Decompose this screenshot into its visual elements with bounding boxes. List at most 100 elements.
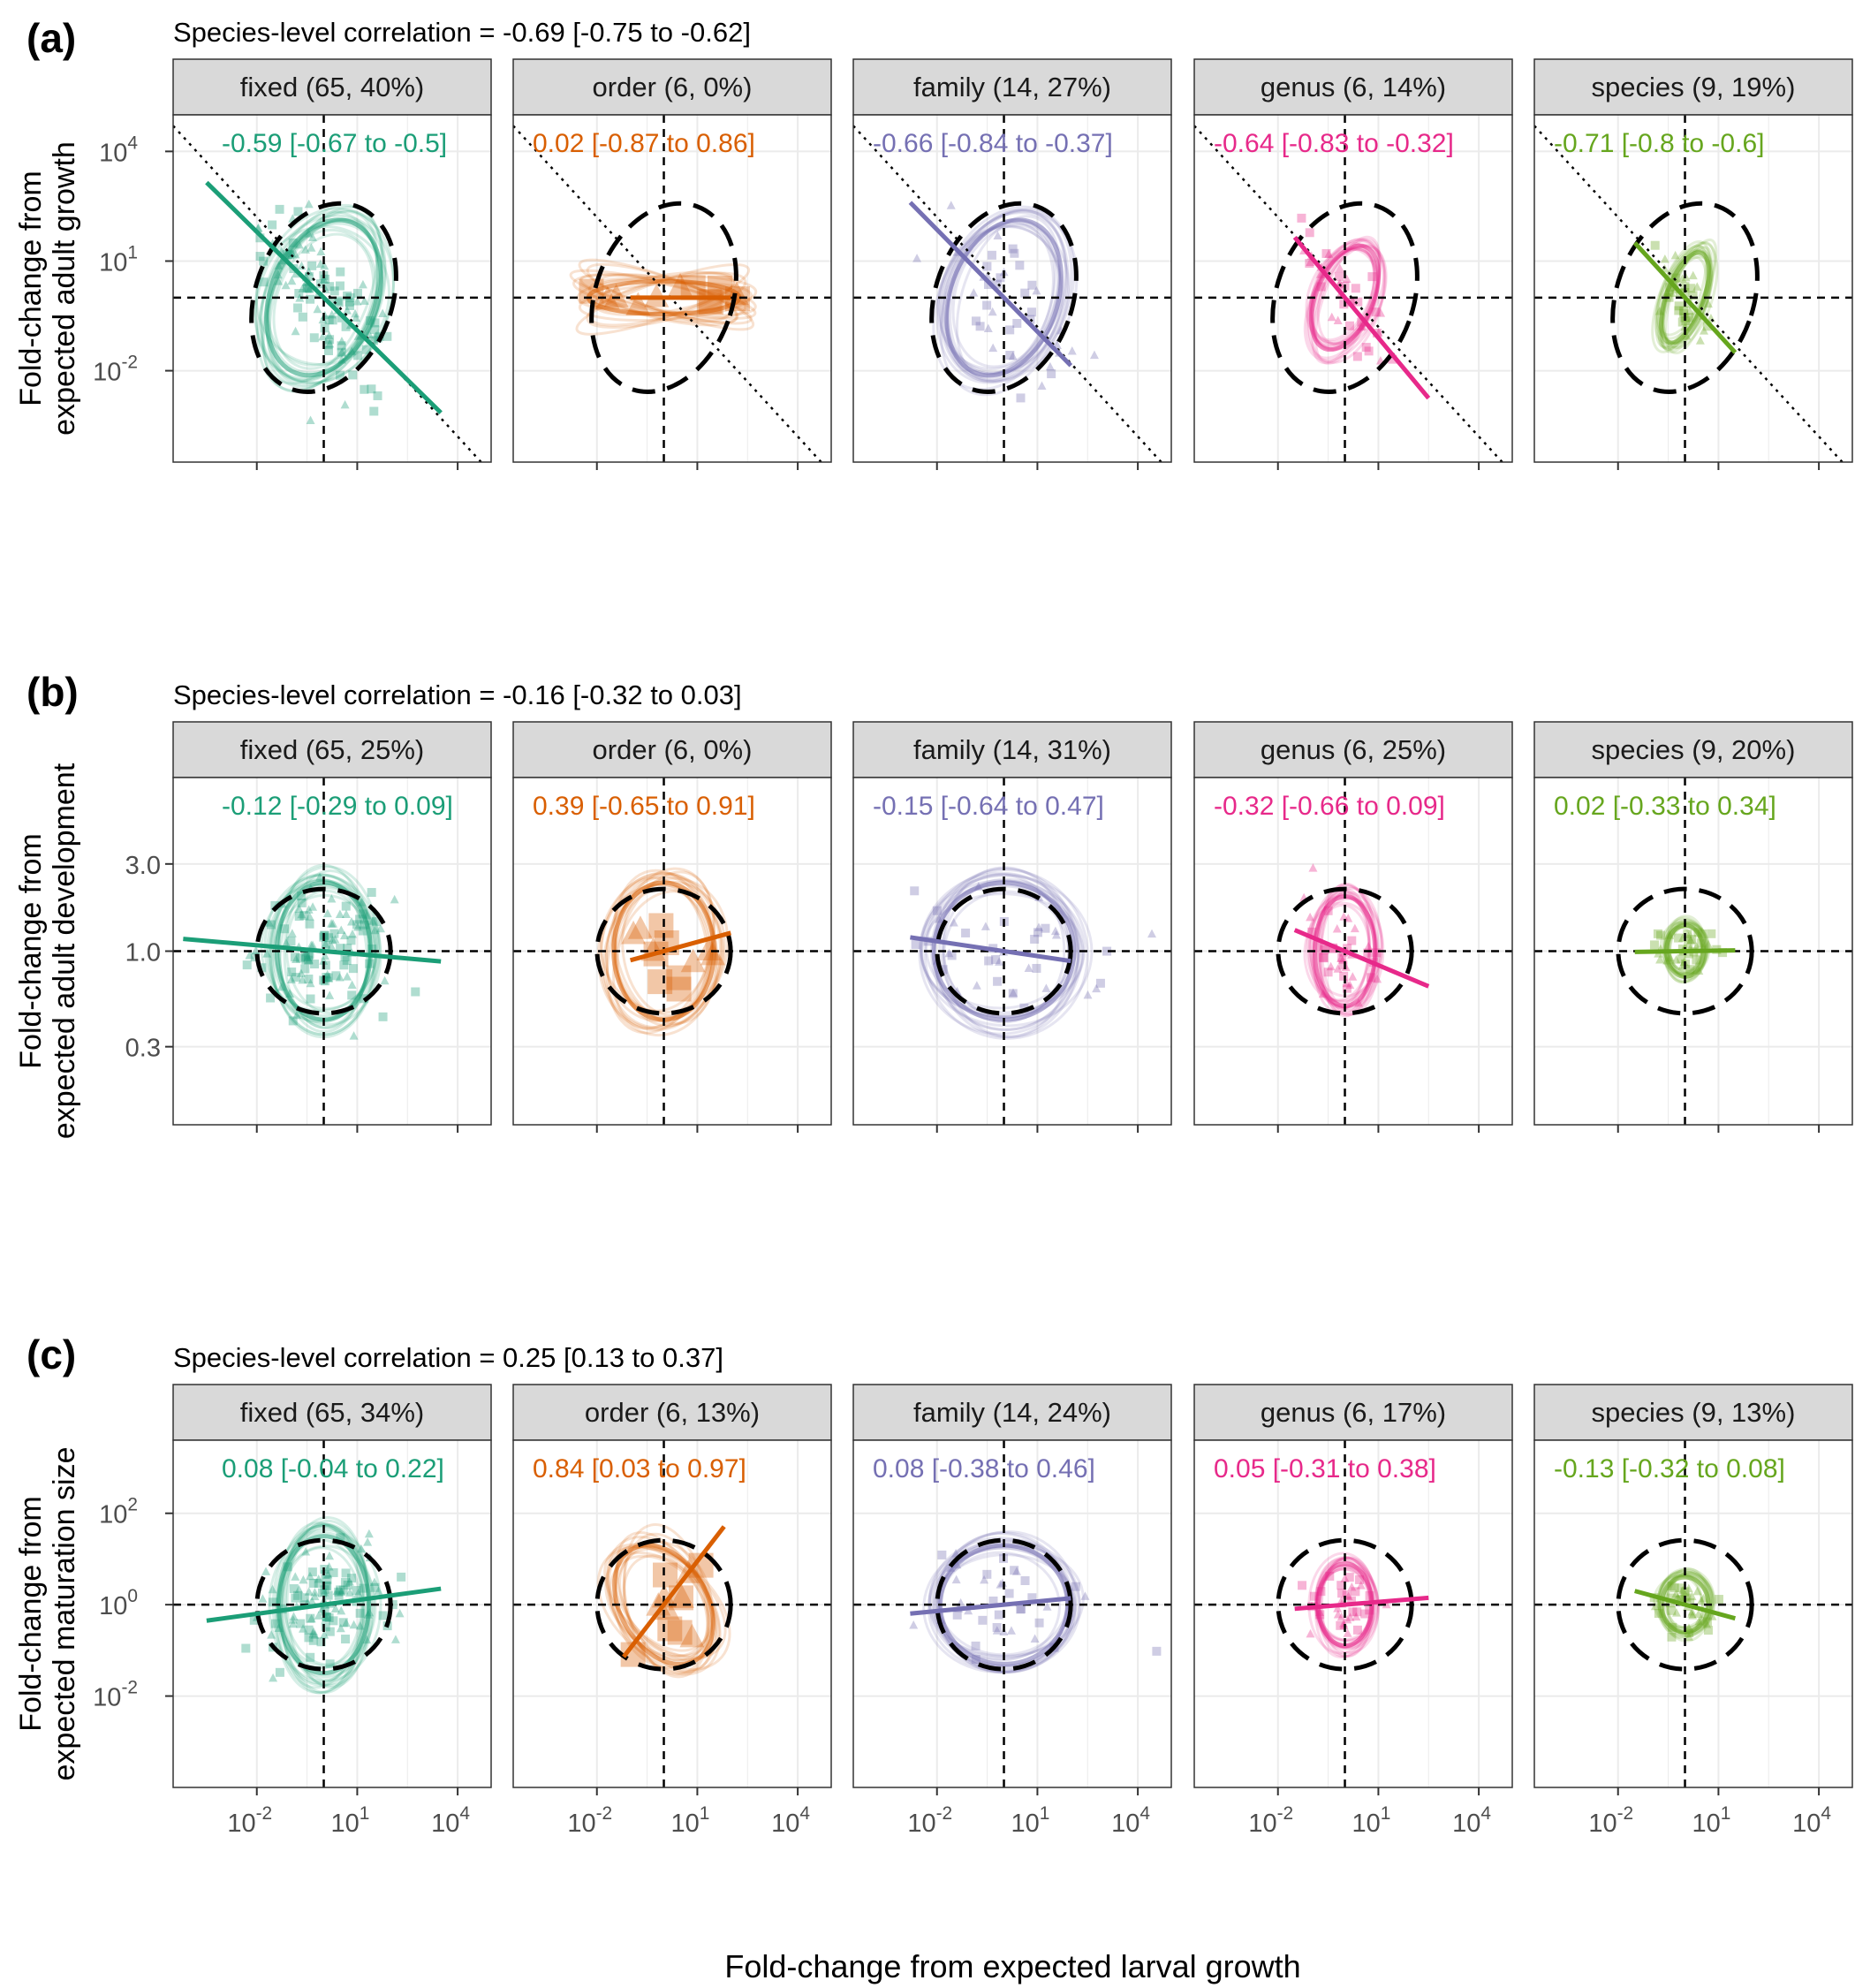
point-square <box>289 1584 299 1594</box>
facet-strip <box>852 58 1172 116</box>
point-square <box>1667 1593 1677 1603</box>
point-square <box>1674 306 1684 315</box>
y-tick-label-base: 10 <box>93 1684 121 1712</box>
point-triangle <box>287 276 297 285</box>
point-triangle <box>1671 1608 1681 1617</box>
point-square <box>1667 1632 1677 1642</box>
facet-panel: order (6, 0%) 0.39 [-0.65 to 0.91] <box>512 721 832 1133</box>
facet-strip <box>172 721 492 778</box>
point-triangle <box>262 949 272 958</box>
point-triangle <box>1345 980 1355 990</box>
point-square <box>322 1612 331 1622</box>
point-square <box>287 967 297 977</box>
point-triangle <box>679 1623 705 1648</box>
x-tick-label-exponent: -2 <box>256 1803 273 1824</box>
point-triangle <box>292 1010 302 1020</box>
point-square <box>304 951 314 960</box>
point-square <box>666 976 692 1002</box>
x-tick-label: 10-2 <box>907 1803 952 1838</box>
point-triangle <box>323 1569 333 1579</box>
point-square <box>1680 1587 1690 1597</box>
panel-border <box>1533 114 1853 463</box>
regression-line <box>1634 948 1736 954</box>
facet-panel: fixed (65, 25%) -0.12 [-0.29 to 0.09] 3.0 1… <box>125 721 492 1133</box>
mean-ellipse <box>944 217 1064 378</box>
regression-line <box>910 935 1071 964</box>
point-square <box>1687 935 1697 945</box>
point-triangle <box>625 292 651 316</box>
correlation-annotation: 0.39 [-0.65 to 0.91] <box>533 792 755 821</box>
point-triangle <box>1332 924 1342 933</box>
point-triangle <box>995 957 1004 966</box>
point-triangle <box>1342 978 1352 988</box>
facet-panel: genus (6, 17%)0.05 [-0.31 to 0.38]10-2 10… <box>1193 1384 1513 1838</box>
point-square <box>1342 1590 1352 1600</box>
point-triangle <box>988 307 997 316</box>
point-square <box>1707 929 1716 938</box>
point-square <box>1692 955 1701 965</box>
point-triangle <box>1333 1604 1343 1612</box>
point-triangle <box>299 1574 308 1584</box>
panel-content <box>853 778 1171 1125</box>
point-square <box>249 1615 259 1625</box>
point-square <box>1336 1581 1346 1590</box>
y-tick-label: 1.0 <box>125 939 161 967</box>
x-tick-label: 101 <box>670 1803 709 1838</box>
point-triangle <box>992 1626 1002 1635</box>
point-triangle <box>251 945 261 955</box>
point-square <box>1656 930 1666 940</box>
point-square <box>346 936 356 945</box>
point-triangle <box>621 920 647 945</box>
posterior-ellipse <box>605 873 715 1028</box>
point-triangle <box>310 1588 320 1597</box>
point-square <box>1686 284 1696 293</box>
point-square <box>348 370 358 380</box>
regression-line <box>910 1596 1071 1616</box>
panel-content <box>1194 115 1512 462</box>
point-triangle <box>1336 1612 1346 1621</box>
point-square <box>336 1533 345 1543</box>
point-square <box>361 345 371 354</box>
x-tick-label: 104 <box>1111 1803 1150 1838</box>
point-square <box>1678 308 1688 318</box>
point-triangle <box>264 918 274 927</box>
point-square <box>259 277 269 287</box>
point-square <box>352 920 362 930</box>
correlation-annotation: 0.84 [0.03 to 0.97] <box>533 1454 746 1483</box>
point-square <box>294 912 304 922</box>
panel-content <box>1194 1440 1512 1787</box>
point-square <box>275 1667 284 1677</box>
point-triangle <box>1008 351 1018 360</box>
panel-border <box>512 777 832 1126</box>
point-triangle <box>337 1605 346 1615</box>
x-tick-label-base: 10 <box>330 1810 359 1838</box>
point-square <box>352 288 362 298</box>
point-triangle <box>1340 1574 1350 1582</box>
point-square <box>288 1016 298 1026</box>
point-triangle <box>360 296 369 305</box>
point-square <box>1034 1618 1044 1628</box>
point-square <box>978 1615 988 1625</box>
posterior-ellipse <box>1306 238 1386 364</box>
y-tick-label-exponent: 2 <box>127 1495 138 1515</box>
point-triangle <box>655 1596 680 1620</box>
y-axis-title-line1: Fold-change from <box>14 833 48 1068</box>
point-triangle <box>1671 955 1681 964</box>
point-square <box>241 1643 251 1653</box>
point-square <box>297 898 307 907</box>
y-tick-label-base: 10 <box>99 1501 127 1529</box>
point-square <box>1364 346 1374 356</box>
point-triangle <box>1655 955 1665 964</box>
facet-strip <box>172 58 492 116</box>
point-triangle <box>306 978 315 988</box>
point-square <box>323 345 333 355</box>
panel-border <box>512 1439 832 1788</box>
point-triangle <box>603 284 629 307</box>
point-square <box>334 298 344 307</box>
y-axis-title-line2: expected adult growth <box>48 141 81 436</box>
panel-background <box>173 1440 491 1787</box>
point-triangle <box>1688 1611 1698 1620</box>
point-triangle <box>1693 1609 1703 1619</box>
y-tick-label-base: 10 <box>99 248 127 277</box>
point-triangle <box>292 954 301 964</box>
